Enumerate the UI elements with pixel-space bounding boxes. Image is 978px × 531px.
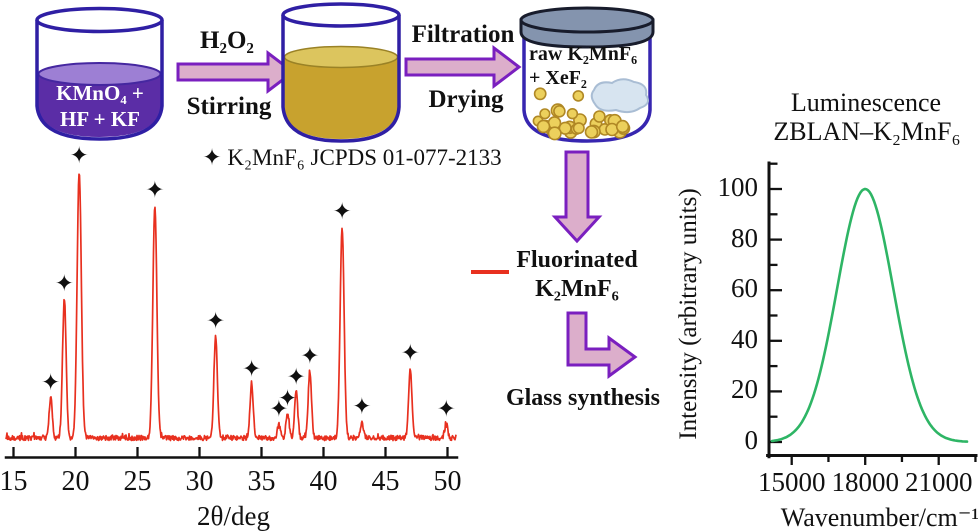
- luminescence-title-line2: ZBLAN–K₂MnF₆: [773, 117, 961, 146]
- xrd-x-axis: [4, 447, 459, 459]
- reference-peak-star-icon: ✦: [145, 178, 164, 204]
- reference-peak-star-icon: ✦: [437, 397, 456, 423]
- beaker1-label-line1: KMnO₄ +: [56, 81, 144, 105]
- powder-particle: [593, 110, 606, 123]
- down-arrow: [551, 150, 603, 244]
- xrd-x-tick-label: 40: [309, 466, 338, 497]
- powder-particle: [566, 107, 579, 120]
- powder-particle: [547, 126, 562, 141]
- reference-peak-star-icon: ✦: [401, 341, 420, 367]
- jar-lid-top: [519, 6, 655, 34]
- luminescence-x-axis-label: Wavenumber/cm⁻¹: [780, 503, 978, 531]
- xrd-x-tick-label: 45: [371, 466, 400, 497]
- luminescence-axes: [766, 161, 978, 465]
- powder-particles-group: [532, 87, 631, 141]
- luminescence-y-axis-label: Intensity (arbitrary units): [675, 188, 702, 440]
- reference-peak-star-icon: ✦: [41, 370, 60, 396]
- reference-peak-star-icon: ✦: [55, 271, 74, 297]
- powder-particle: [533, 87, 547, 101]
- beaker-reactants: [35, 6, 164, 141]
- luminescence-title-line1: Luminescence: [790, 88, 942, 117]
- reference-peak-star-icon: ✦: [278, 386, 297, 412]
- jar-label-line2: + XeF₂: [529, 67, 587, 89]
- purple-solution: [38, 74, 161, 137]
- lum-y-tick-label: 0: [744, 425, 759, 455]
- reference-peak-star-icon: ✦: [206, 309, 225, 335]
- powder-particle: [553, 105, 566, 118]
- xrd-x-axis-label: 2θ/deg: [197, 501, 270, 531]
- beaker-glass-outline: [35, 20, 164, 141]
- powder-particle: [615, 119, 630, 134]
- beaker-glass-outline: [281, 15, 401, 143]
- powder-particle: [572, 90, 585, 102]
- process-arrow-2: [404, 44, 522, 90]
- step1-reagent-label: H₂O₂: [200, 27, 254, 54]
- powder-particle: [539, 108, 551, 120]
- step1-action-label: Stirring: [186, 93, 272, 120]
- beaker-yellow-solution: [281, 2, 401, 143]
- process-arrow-1: [176, 49, 296, 95]
- product-label-line1: Fluorinated: [516, 247, 638, 273]
- jar-lid: [519, 6, 655, 49]
- xrd-x-tick-label: 20: [61, 466, 90, 497]
- reference-peak-star-icon: ✦: [300, 343, 319, 369]
- step2-action-label-top: Filtration: [411, 21, 515, 48]
- product-label-line2: K₂MnF₆: [535, 276, 619, 302]
- xef2-crystal-blob: [590, 78, 649, 114]
- reference-peak-star-icon: ✦: [70, 143, 89, 169]
- luminescence-curve-group: [770, 187, 969, 443]
- xrd-x-tick-label: 25: [123, 466, 152, 497]
- jar-label-line1: raw K₂MnF₆: [529, 43, 638, 65]
- yellow-solution: [284, 57, 398, 139]
- beaker1-label-line2: HF + KF: [59, 107, 140, 131]
- xrd-peak-stars: ✦✦✦✦✦✦✦✦✦✦✦✦✦✦: [41, 143, 456, 423]
- elbow-arrow-glass-synthesis: [566, 311, 638, 379]
- xrd-reference-annotation: ✦ K₂MnF₆ JCPDS 01-077-2133: [202, 145, 502, 170]
- xrd-trace: [5, 173, 457, 442]
- lum-y-tick-label: 20: [731, 374, 758, 405]
- powder-particle: [584, 125, 599, 139]
- lum-y-tick-label: 40: [731, 323, 758, 354]
- reference-peak-star-icon: ✦: [332, 199, 351, 225]
- powder-particle: [536, 119, 551, 134]
- xrd-x-tick-label: 15: [0, 466, 28, 497]
- beaker-rim: [35, 6, 164, 34]
- luminescence-curve: [770, 187, 969, 443]
- xrd-x-tick-label: 30: [185, 466, 214, 497]
- lum-x-tick-label: 21000: [904, 467, 973, 497]
- reference-peak-star-icon: ✦: [352, 394, 371, 420]
- glass-synthesis-label: Glass synthesis: [505, 385, 661, 411]
- jar-raw-product: [519, 6, 655, 143]
- xrd-x-tick-label: 35: [247, 466, 276, 497]
- lum-y-tick-label: 80: [731, 222, 758, 253]
- xrd-x-tick-label: 50: [433, 466, 462, 497]
- reference-peak-star-icon: ✦: [269, 397, 288, 423]
- reference-peak-star-icon: ✦: [242, 357, 261, 383]
- step2-action-label-bottom: Drying: [428, 86, 504, 113]
- lum-y-tick-label: 60: [731, 273, 758, 304]
- xrd-trace-group: [5, 173, 457, 442]
- powder-particle: [572, 122, 585, 135]
- lum-x-tick-label: 18000: [831, 467, 899, 497]
- lum-x-tick-label: 15000: [757, 467, 826, 497]
- reference-peak-star-icon: ✦: [287, 365, 306, 391]
- beaker-rim: [281, 2, 401, 28]
- lum-y-tick-label: 100: [717, 172, 759, 202]
